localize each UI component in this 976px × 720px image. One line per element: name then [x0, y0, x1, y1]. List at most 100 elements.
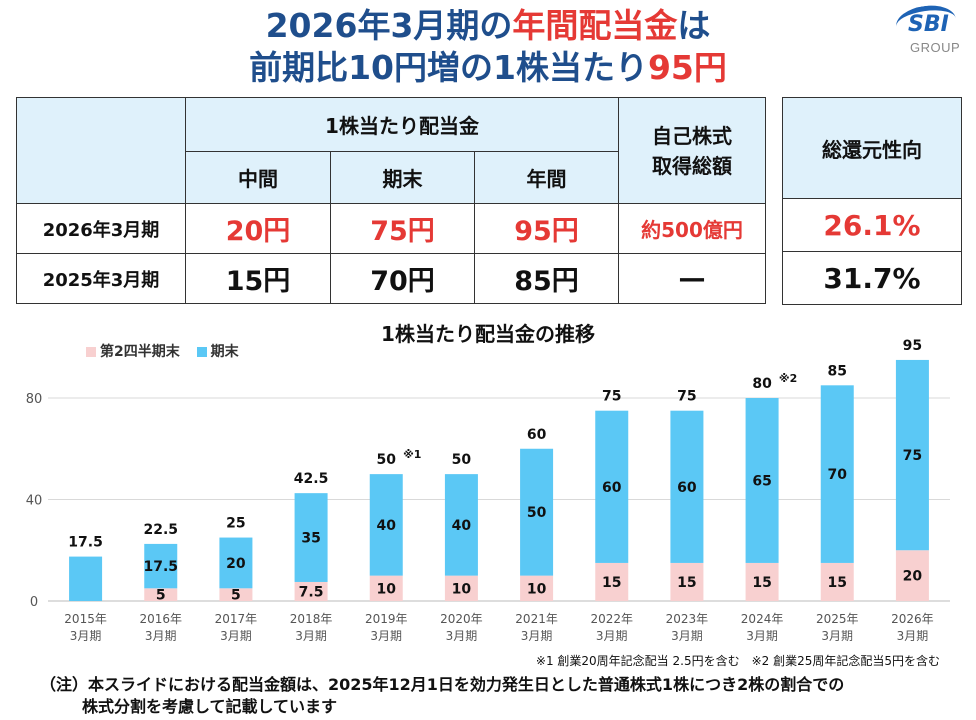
bar-year-end: [219, 537, 253, 589]
x-tick-label: 2025年: [816, 612, 859, 626]
bar-total-label: 50: [452, 452, 472, 468]
x-tick-label: 3月期: [596, 629, 628, 643]
x-tick-label: 2024年: [741, 612, 784, 626]
bar-year-end: [670, 410, 704, 563]
payout-table: 総還元性向 26.1% 31.7%: [782, 97, 962, 305]
year-end-value: 75円: [330, 203, 475, 254]
x-tick-label: 2020年: [440, 612, 483, 626]
payout-value: 31.7%: [782, 251, 962, 305]
bar-interim-label: 15: [677, 575, 696, 591]
legend-label: 期末: [210, 344, 239, 360]
legend-item: 第2四半期末: [86, 344, 180, 360]
x-tick-label: 3月期: [370, 629, 402, 643]
bar-interim: [520, 575, 554, 601]
bar-year-end-label: 60: [677, 480, 697, 496]
x-tick-label: 2016年: [139, 612, 182, 626]
bar-total-label: 50: [377, 452, 397, 468]
bar-year-end-label: 60: [602, 480, 622, 496]
bar-interim: [444, 575, 478, 601]
chart-legend: 第2四半期末 期末: [86, 341, 251, 361]
bar-interim-label: 15: [828, 575, 847, 591]
bar-year-end-label: 75: [903, 448, 922, 464]
year-end-header: 期末: [330, 151, 475, 204]
row-label: 2025年3月期: [16, 253, 186, 304]
bar-interim: [369, 575, 403, 601]
bar-total-label: 42.5: [294, 471, 329, 487]
logo-name: SBI: [908, 12, 949, 37]
annual-header: 年間: [474, 151, 619, 204]
bar-interim-label: 7.5: [299, 584, 324, 600]
table-row: 2026年3月期 20円 75円 95円 約500億円: [16, 203, 766, 254]
bar-total-label: 22.5: [143, 522, 178, 538]
remark-line-1: （注）本スライドにおける配当金額は、2025年12月1日を効力発生日とした普通株…: [40, 675, 845, 694]
bar-year-end-label: 40: [452, 518, 472, 534]
x-tick-label: 3月期: [746, 629, 778, 643]
row-label: 2026年3月期: [16, 203, 186, 254]
bar-year-end: [69, 556, 103, 601]
chart-title: 1株当たり配当金の推移: [381, 322, 595, 346]
x-tick-label: 3月期: [897, 629, 929, 643]
bar-year-end: [444, 474, 478, 576]
bar-total-label: 60: [527, 427, 547, 443]
bar-year-end: [520, 448, 554, 576]
annual-value: 85円: [474, 253, 619, 304]
legend-swatch: [196, 347, 207, 357]
bar-interim: [670, 562, 704, 601]
x-tick-label: 3月期: [220, 629, 252, 643]
bar-interim: [144, 588, 178, 601]
bar-interim: [820, 562, 854, 601]
x-tick-label: 3月期: [821, 629, 853, 643]
bar-interim-label: 10: [377, 581, 397, 597]
x-tick-label: 2019年: [365, 612, 408, 626]
bar-interim-label: 20: [903, 569, 923, 585]
buyback-value: —: [618, 253, 766, 304]
bar-total-label: 85: [828, 363, 847, 379]
bar-note-label: ※2: [779, 372, 797, 385]
bar-interim-label: 15: [752, 575, 771, 591]
bar-year-end: [820, 385, 854, 563]
bar-interim-label: 5: [231, 588, 241, 604]
sbi-logo: SBI GROUP: [893, 1, 966, 62]
legend-item: 期末: [196, 344, 239, 360]
bar-interim-label: 10: [452, 581, 472, 597]
buyback-header: 自己株式 取得総額: [618, 97, 766, 204]
bar-year-end-label: 65: [752, 473, 771, 489]
x-tick-label: 2026年: [891, 612, 934, 626]
bar-interim-label: 5: [156, 588, 166, 604]
interim-value: 20円: [185, 203, 331, 254]
interim-value: 15円: [185, 253, 331, 304]
bar-total-label: 17.5: [68, 535, 103, 551]
bar-interim: [294, 581, 328, 601]
bar-year-end: [895, 359, 929, 551]
table-corner: [16, 97, 186, 204]
logo-sub: GROUP: [910, 40, 961, 55]
x-tick-label: 3月期: [145, 629, 177, 643]
title-line-1: 2026年3月期の年間配当金は: [265, 6, 711, 45]
x-tick-label: 2023年: [666, 612, 709, 626]
x-tick-label: 2018年: [290, 612, 333, 626]
title-line-2: 前期比10円増の1株当たり95円: [249, 48, 727, 87]
bar-year-end-label: 35: [301, 531, 320, 547]
bar-interim-label: 15: [602, 575, 621, 591]
bar-interim: [745, 562, 779, 601]
bar-total-label: 75: [677, 389, 696, 405]
y-tick-label: 80: [26, 392, 43, 407]
bar-note-label: ※1: [403, 448, 421, 461]
bar-total-label: 95: [903, 338, 922, 354]
x-tick-label: 2022年: [590, 612, 633, 626]
payout-header: 総還元性向: [782, 97, 962, 199]
bar-year-end: [369, 474, 403, 576]
x-tick-label: 2017年: [215, 612, 258, 626]
buyback-value: 約500億円: [618, 203, 766, 254]
year-end-value: 70円: [330, 253, 475, 304]
x-tick-label: 3月期: [446, 629, 478, 643]
table-row: 2025年3月期 15円 70円 85円 —: [16, 253, 766, 304]
bar-year-end-label: 17.5: [143, 559, 178, 575]
bar-year-end: [745, 398, 779, 563]
y-tick-label: 0: [30, 595, 38, 610]
dividend-table: 1株当たり配当金 自己株式 取得総額 中間 期末 年間 2026年3月期 20円…: [16, 97, 766, 304]
legend-swatch: [86, 347, 96, 357]
dividend-chart: 0 40 80 17.5 2015年 3月期 5 17.5 22.5 2016年 3月期 5 20 25 2…: [26, 338, 950, 643]
bar-total-label: 25: [226, 516, 245, 532]
footnote: ※1 創業20周年記念配当 2.5円を含む ※2 創業25周年記念配当5円を含む: [535, 654, 940, 668]
